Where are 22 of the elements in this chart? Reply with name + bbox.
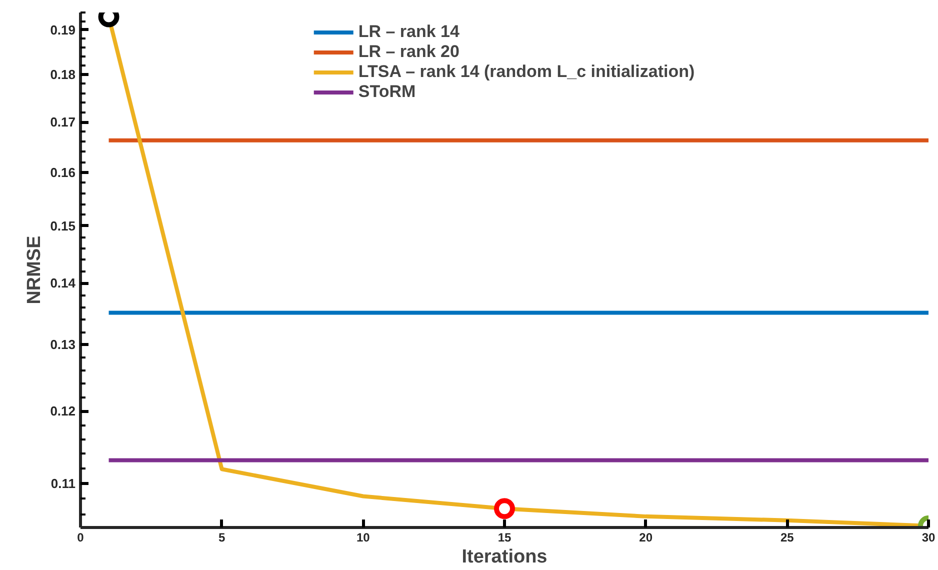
y-tick-label: 0.17 bbox=[50, 114, 76, 130]
y-tick-label: 0.14 bbox=[50, 276, 76, 291]
x-tick-label: 20 bbox=[639, 530, 653, 544]
x-tick-label: 15 bbox=[498, 530, 512, 544]
y-tick-label: 0.13 bbox=[50, 337, 76, 352]
x-tick-label: 0 bbox=[77, 530, 84, 544]
y-tick-label: 0.18 bbox=[50, 67, 76, 82]
y-tick-label: 0.16 bbox=[50, 164, 76, 180]
x-tick-label: 5 bbox=[218, 530, 226, 544]
x-tick-label: 30 bbox=[922, 530, 936, 544]
legend-label: SToRM bbox=[358, 82, 416, 102]
y-tick-label: 0.11 bbox=[50, 476, 76, 491]
x-tick-label: 10 bbox=[356, 530, 370, 544]
y-tick-label: 0.12 bbox=[50, 404, 76, 419]
x-tick-label: 25 bbox=[780, 530, 794, 544]
legend-label: LR – rank 14 bbox=[358, 22, 460, 42]
legend-label: LR – rank 20 bbox=[358, 42, 460, 62]
x-axis-title: Iterations bbox=[462, 546, 548, 568]
y-tick-label: 0.19 bbox=[50, 22, 76, 38]
y-axis-title: NRMSE bbox=[24, 236, 46, 304]
legend-label: LTSA – rank 14 (random L_c initialization) bbox=[358, 62, 695, 82]
y-tick-label: 0.15 bbox=[50, 218, 76, 234]
